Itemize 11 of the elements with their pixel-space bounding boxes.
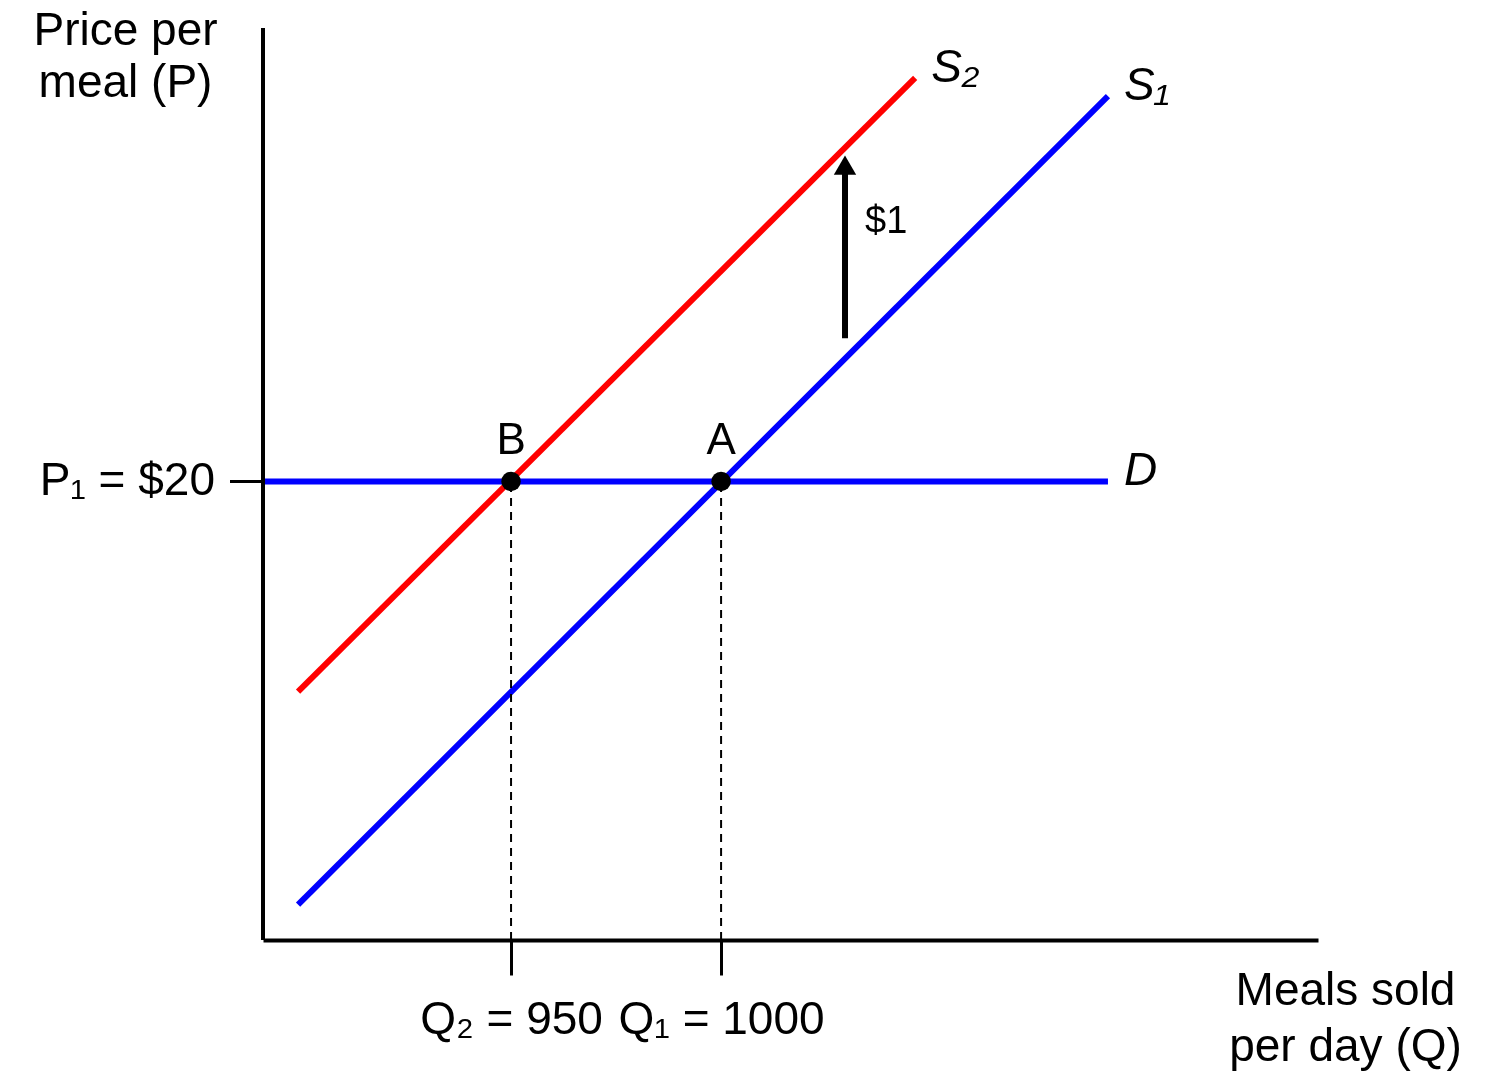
- annotation: A: [706, 414, 737, 464]
- annotation: B: [496, 414, 526, 464]
- annotation: $1: [865, 198, 908, 241]
- series-label: D: [1123, 443, 1158, 496]
- x-tick-label: Q₁ = 1000: [618, 991, 825, 1044]
- text: P₁ = $20: [39, 453, 215, 506]
- x-axis-title: Meals sold per day (Q): [1229, 962, 1462, 1071]
- series-label: S₂: [931, 40, 980, 92]
- series-label: S₁: [1123, 58, 1170, 111]
- y-axis-title: Price per meal (P): [33, 2, 218, 107]
- x-tick-label: Q₂ = 950: [420, 991, 603, 1044]
